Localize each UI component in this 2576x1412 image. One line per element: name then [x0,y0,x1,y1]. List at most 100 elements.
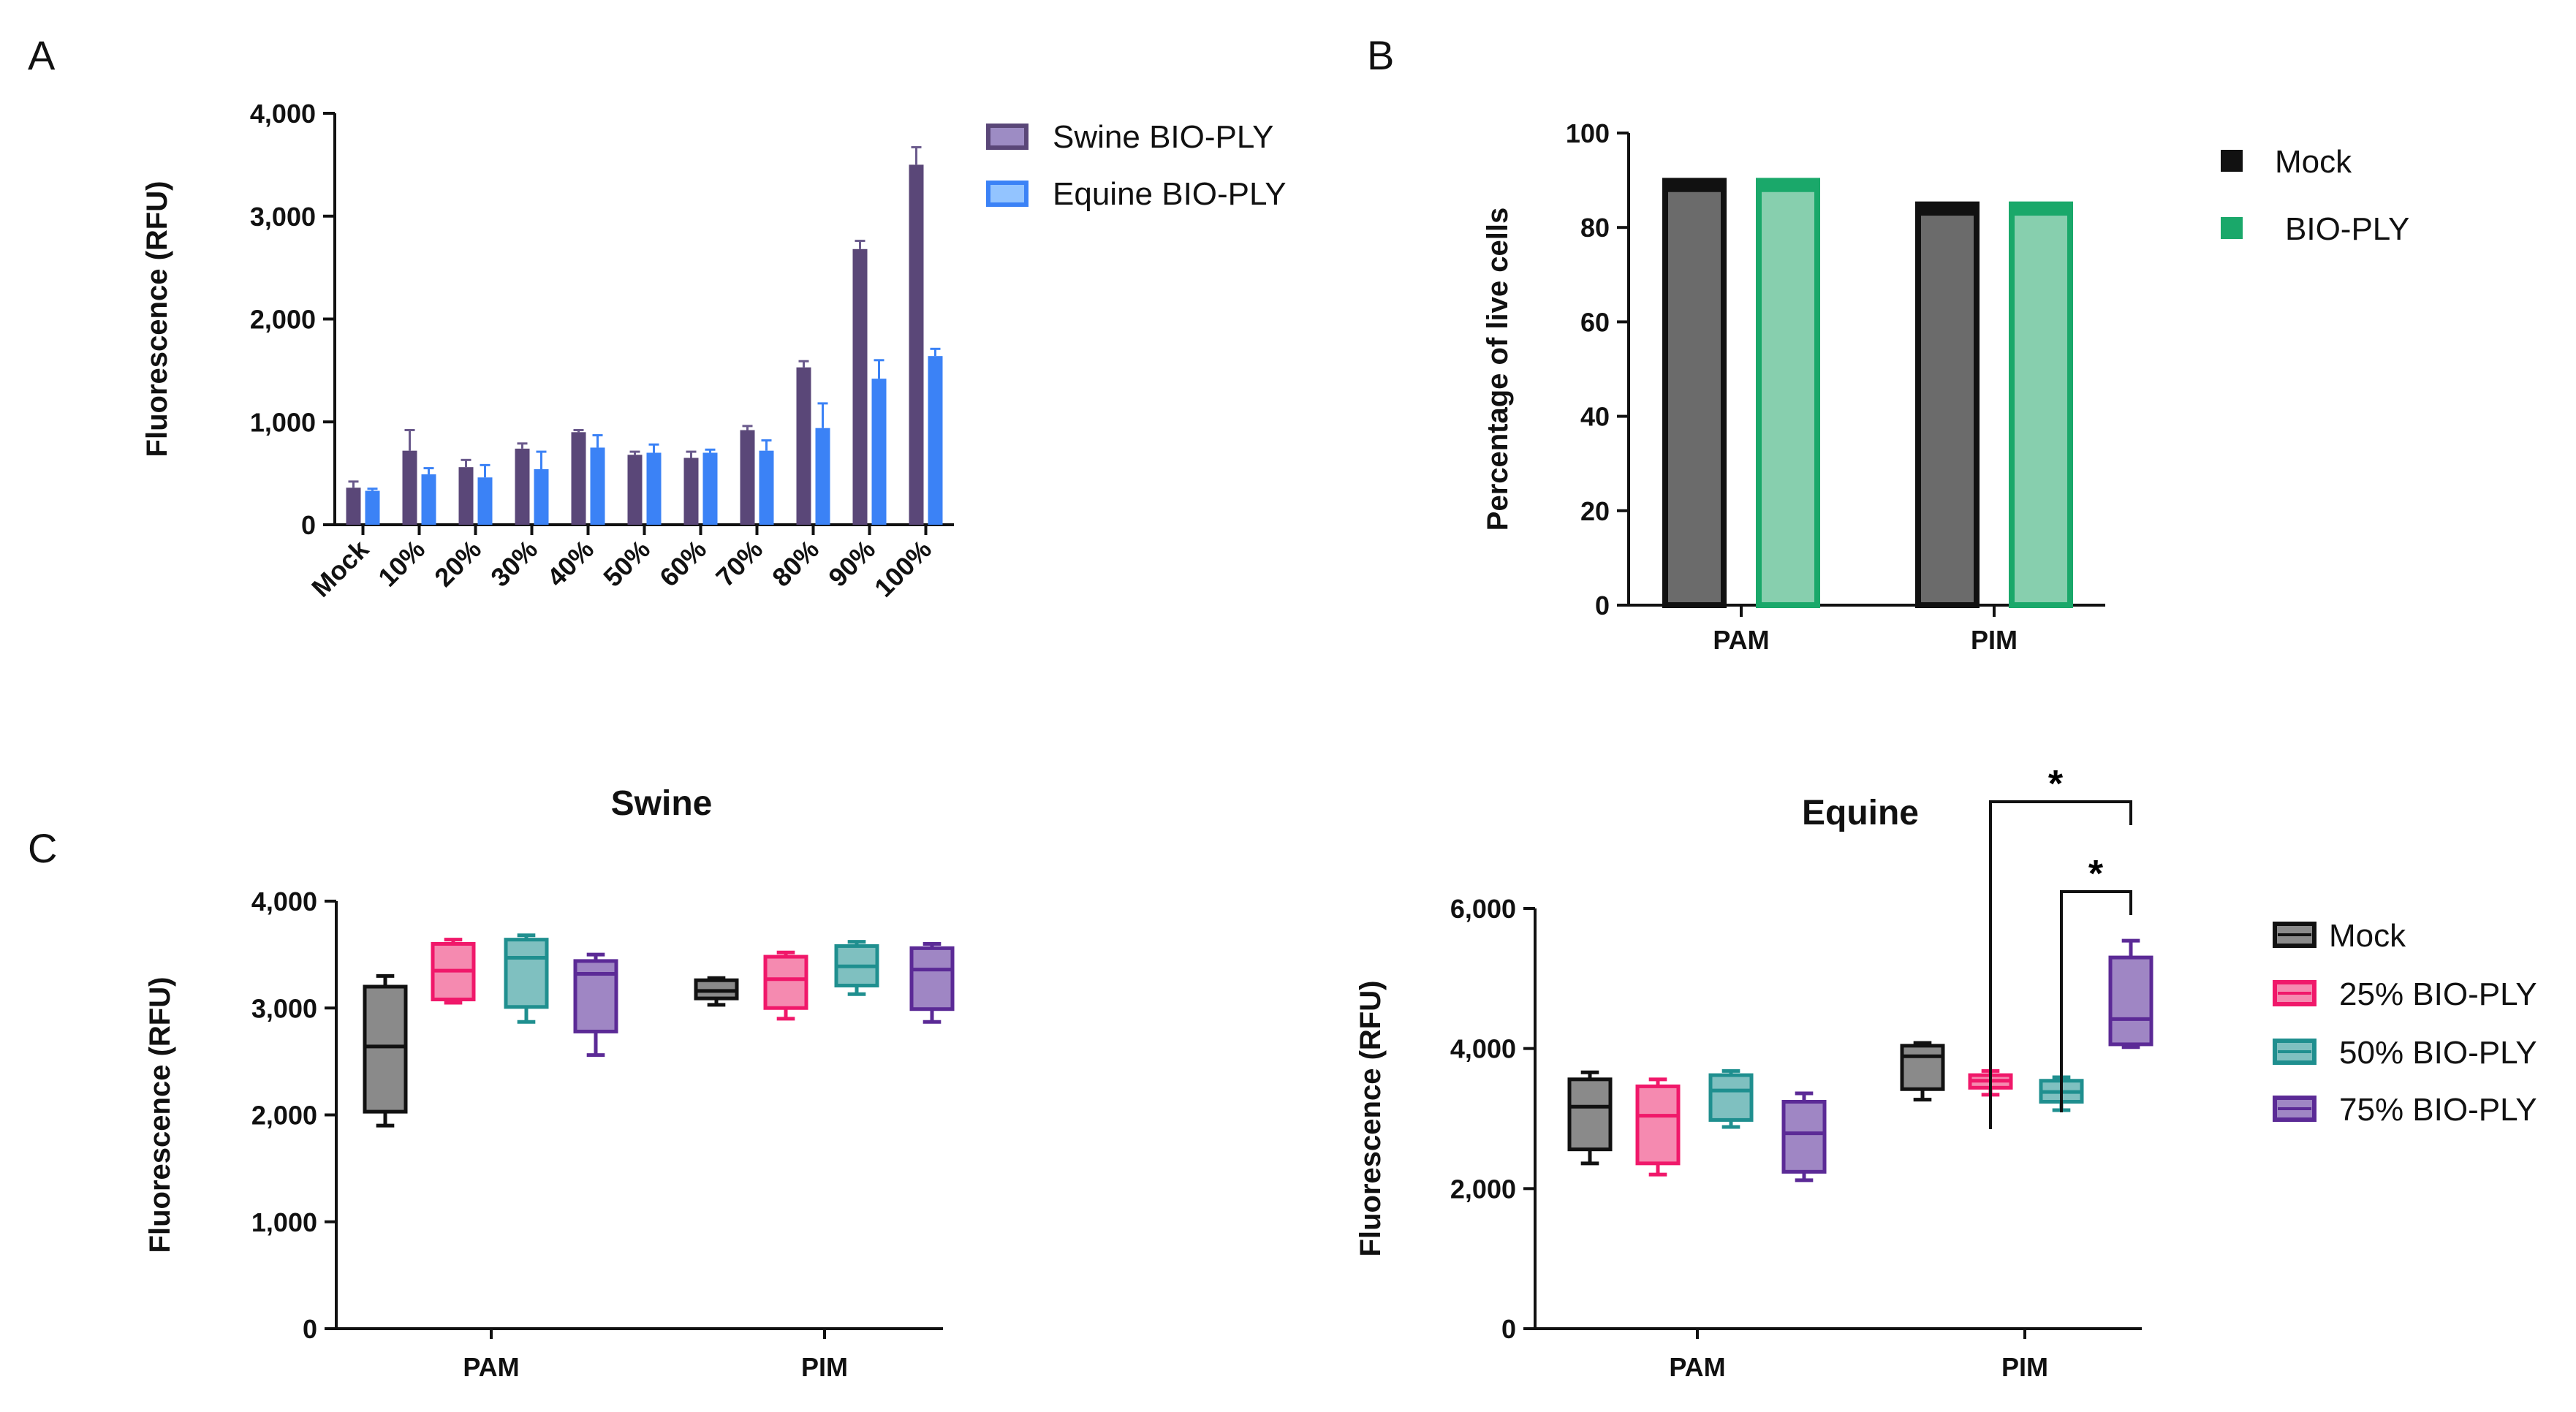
c-equine-significance-bracket [1989,800,2132,1129]
a-x-tick-label: 10% [372,534,431,593]
panel-letter-b: B [1367,32,1394,78]
a-equine-bar [590,447,605,525]
b-y-axis-title: Percentage of live cells [1482,208,1514,531]
a-swine-bar [402,450,417,525]
a-swine-bar [852,248,868,525]
a-legend-label-swine: Swine BIO-PLY [1053,119,1273,155]
c-swine-x-tick-label: PAM [463,1352,519,1382]
a-swine-bar [571,432,586,525]
a-x-tick-label: 80% [766,534,825,593]
a-y-tick-label: 2,000 [250,305,316,335]
c-legend-label-mock: Mock [2329,918,2406,954]
c-swine-y-tick-label: 3,000 [251,993,317,1023]
c-equine-y-tick-label: 4,000 [1450,1034,1516,1064]
c-equine-y-axis-title: Fluorescence (RFU) [1355,981,1387,1257]
b-legend-label-mock: Mock [2275,144,2352,180]
c-equine-significance-bracket [2060,890,2132,1112]
a-x-tick-label: 30% [485,534,543,593]
panel-letter-a: A [28,32,56,78]
b-y-tick-label: 20 [1580,496,1610,526]
a-equine-bar [871,379,887,525]
a-y-axis-title: Fluorescence (RFU) [141,181,173,458]
c-swine-y-tick-label: 2,000 [251,1101,317,1131]
c-swine-y-tick-label: 1,000 [251,1207,317,1237]
c-equine-25pct-box [1635,1084,1681,1166]
b-mock-bar [1915,205,1980,608]
a-swine-bar [683,458,699,525]
c-swine-mock-box [363,984,408,1114]
b-mock-error-bar [1915,201,1980,216]
a-x-tick-label: 20% [428,534,487,593]
b-legend-label-bioply: BIO-PLY [2285,211,2409,247]
a-equine-bar [421,474,436,525]
a-swine-bar [458,467,474,525]
c-equine-50pct-box [1708,1073,1754,1122]
a-swine-bar [796,367,811,525]
a-swine-bar [740,430,755,525]
c-equine-x-tick-label: PAM [1669,1352,1725,1382]
a-y-tick-label: 3,000 [250,202,316,232]
a-swine-bar [346,487,361,525]
c-legend-label-25pct: 25% BIO-PLY [2339,976,2537,1012]
b-bioply-bar [1756,182,1820,608]
b-y-tick-label: 0 [1595,591,1610,620]
b-legend-swatch-mock [2221,150,2243,172]
panel-letter-c: C [28,825,57,871]
c-swine-75pct-box [909,946,955,1011]
c-equine-75pct-box [2108,955,2153,1047]
c-swine-x-tick-label: PIM [801,1352,848,1382]
b-x-tick-label: PIM [1971,625,2018,655]
chart-layer: 0 1,000 2,000 3,000 4,000 Fluorescence (RFU) M… [141,99,2537,1382]
c-swine-25pct-box [763,954,808,1010]
a-x-tick-label: Mock [306,534,375,603]
c-swine-y-axis-title: Fluorescence (RFU) [144,977,176,1253]
a-equine-bar [815,428,830,525]
c-swine-y-tick-label: 0 [303,1314,317,1344]
c-equine-75pct-box [1781,1100,1827,1174]
b-bioply-error-bar [1756,178,1820,192]
c-equine-y-tick-label: 2,000 [1450,1174,1516,1204]
a-swine-bar [627,455,643,525]
a-x-tick-label: 70% [710,534,768,593]
a-y-tick-label: 4,000 [250,99,316,129]
c-legend-label-75pct: 75% BIO-PLY [2339,1092,2537,1128]
a-swine-bar [515,448,530,525]
a-equine-bar [646,452,662,525]
b-mock-bar [1662,182,1727,608]
a-legend-swatch-swine [986,124,1028,150]
c-swine-75pct-box [573,959,618,1033]
a-legend-swatch-equine [986,181,1028,207]
b-y-tick-label: 40 [1580,402,1610,432]
c-equine-title: Equine [1802,794,1919,832]
c-legend-label-50pct: 50% BIO-PLY [2339,1035,2537,1071]
c-swine-y-tick-label: 4,000 [251,887,317,916]
a-x-tick-label: 40% [541,534,599,593]
a-y-tick-label: 1,000 [250,407,316,437]
b-y-tick-label: 80 [1580,213,1610,243]
b-bioply-error-bar [2009,201,2073,216]
c-equine-y-tick-label: 6,000 [1450,894,1516,924]
a-equine-bar [928,356,943,525]
a-swine-bar [909,164,924,525]
c-equine-y-tick-label: 0 [1501,1314,1516,1344]
a-x-tick-label: 50% [597,534,656,593]
b-y-tick-label: 100 [1566,118,1610,148]
c-equine-significance-star: * [2048,763,2064,805]
c-equine-mock-box [1567,1077,1613,1152]
a-legend-label-equine: Equine BIO-PLY [1053,176,1287,212]
b-legend-swatch-bioply [2221,217,2243,239]
b-y-tick-label: 60 [1580,307,1610,337]
a-equine-bar [759,450,774,525]
a-x-tick-label: 60% [654,534,712,593]
b-bioply-bar [2009,205,2073,608]
a-equine-bar [702,452,718,525]
a-equine-bar [477,477,493,525]
c-swine-title: Swine [611,784,713,823]
c-equine-significance-star: * [2088,853,2104,895]
a-equine-bar [534,468,549,525]
a-x-tick-label: 100% [868,534,937,603]
c-swine-50pct-box [504,938,549,1009]
a-y-tick-label: 0 [301,510,316,540]
b-mock-error-bar [1662,178,1727,192]
